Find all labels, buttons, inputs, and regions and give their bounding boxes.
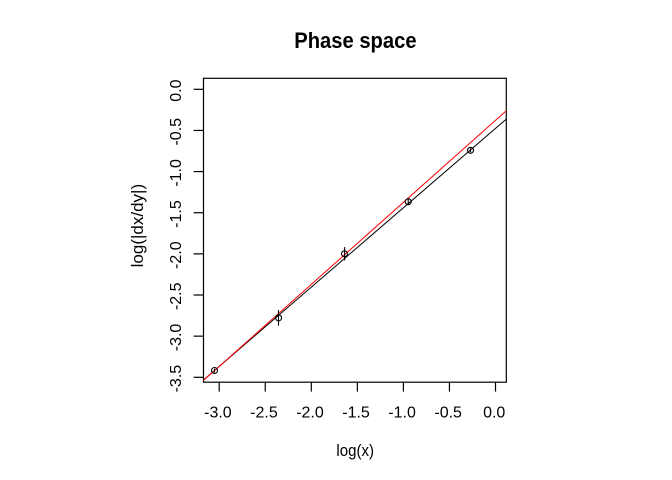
svg-text:-1.0: -1.0 — [168, 159, 185, 187]
svg-text:-2.5: -2.5 — [168, 282, 185, 310]
svg-text:log(|dx/dy|): log(|dx/dy|) — [128, 184, 147, 267]
svg-text:-1.0: -1.0 — [388, 405, 416, 422]
svg-text:-3.5: -3.5 — [168, 365, 185, 393]
svg-text:-0.5: -0.5 — [434, 405, 462, 422]
svg-text:-2.0: -2.0 — [168, 241, 185, 269]
svg-text:-2.5: -2.5 — [250, 405, 278, 422]
svg-text:Phase space: Phase space — [294, 28, 416, 53]
svg-text:0.0: 0.0 — [168, 79, 185, 101]
svg-text:-2.0: -2.0 — [296, 405, 324, 422]
svg-text:-3.0: -3.0 — [204, 405, 232, 422]
svg-text:-0.5: -0.5 — [168, 118, 185, 146]
svg-text:-1.5: -1.5 — [168, 200, 185, 228]
svg-text:-3.0: -3.0 — [168, 324, 185, 352]
svg-text:log(x): log(x) — [336, 441, 374, 460]
svg-text:0.0: 0.0 — [483, 405, 505, 422]
svg-text:-1.5: -1.5 — [342, 405, 370, 422]
